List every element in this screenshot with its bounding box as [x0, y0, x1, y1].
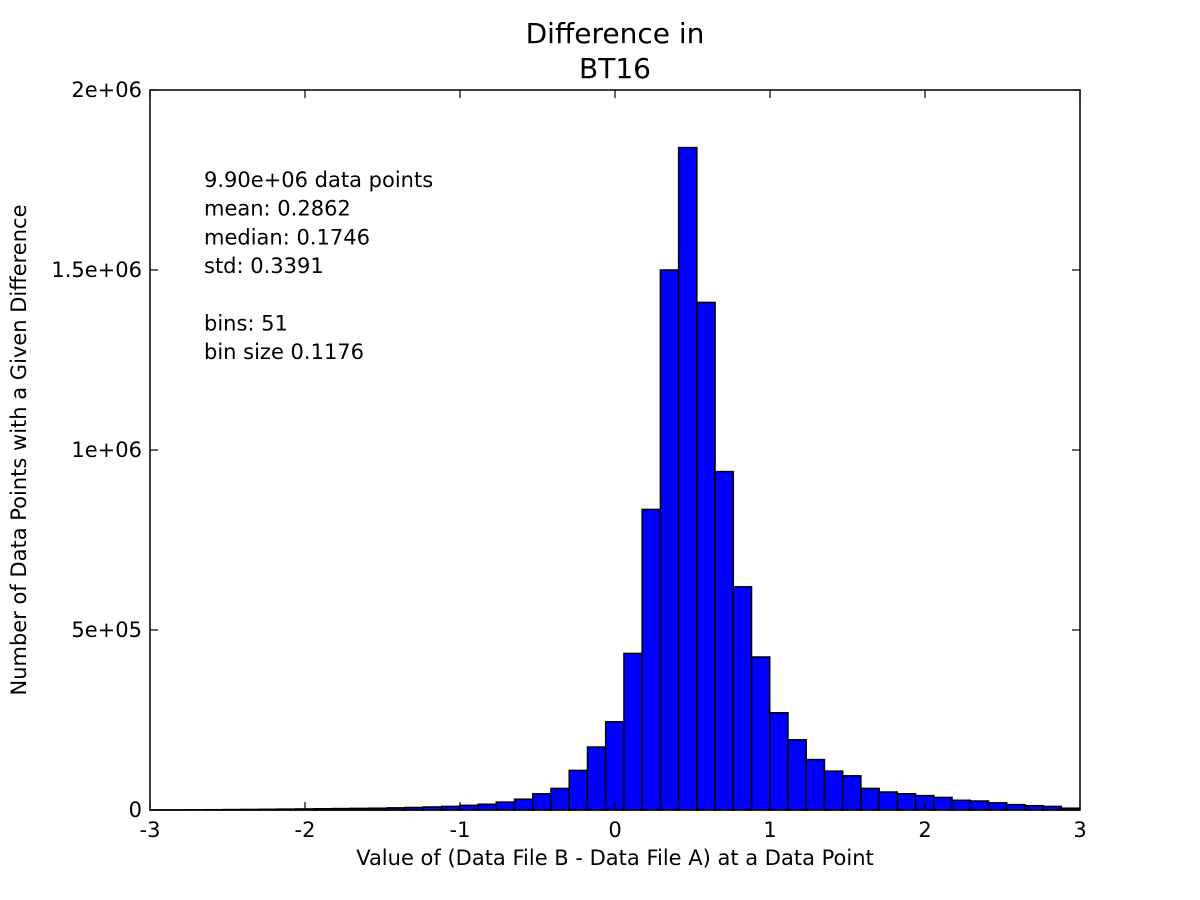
- histogram-bar: [495, 801, 516, 811]
- histogram-bar: [787, 739, 807, 811]
- y-tick-label: 1.5e+06: [51, 258, 142, 282]
- histogram-bar: [878, 791, 899, 811]
- stats-median: median: 0.1746: [204, 225, 370, 249]
- histogram-bar: [805, 758, 826, 811]
- histogram-bar: [477, 803, 498, 811]
- plot-frame: [149, 89, 1081, 811]
- stats-bins: bins: 51: [204, 312, 288, 336]
- histogram-bar: [677, 146, 698, 811]
- histogram-bar: [732, 586, 753, 811]
- y-tick-label: 1e+06: [71, 438, 142, 462]
- histogram-bar: [951, 799, 972, 811]
- histogram-bar: [513, 798, 534, 811]
- chart-title-line-2: BT16: [579, 52, 651, 85]
- histogram-bar: [641, 508, 662, 811]
- histogram-bar: [823, 770, 844, 811]
- histogram-bar: [623, 652, 643, 811]
- histogram-bar: [568, 769, 589, 811]
- y-tick-label: 0: [129, 798, 142, 822]
- histogram-bar: [659, 269, 680, 811]
- chart-title-line-1: Difference in: [526, 17, 705, 50]
- histogram-bar: [550, 787, 570, 811]
- histogram-bar: [896, 793, 917, 811]
- histogram-bar: [769, 712, 789, 811]
- histogram-bar: [860, 787, 880, 811]
- y-axis-label: Number of Data Points with a Given Diffe…: [7, 205, 31, 696]
- x-tick-label: -3: [140, 818, 161, 842]
- histogram-bar: [987, 802, 1008, 811]
- stats-count: 9.90e+06 data points: [204, 168, 433, 192]
- histogram-bar: [586, 746, 607, 811]
- histogram-bar: [933, 796, 953, 811]
- stats-bin-size: bin size 0.1176: [204, 340, 364, 364]
- histogram-bars: [149, 146, 1081, 811]
- x-tick-label: 1: [763, 818, 776, 842]
- histogram-bar: [750, 656, 771, 811]
- x-axis-label: Value of (Data File B - Data File A) at …: [356, 846, 874, 870]
- histogram-bar: [532, 793, 552, 811]
- stats-mean: mean: 0.2862: [204, 197, 351, 221]
- x-tick-label: -1: [450, 818, 471, 842]
- x-tick-label: -2: [295, 818, 316, 842]
- x-tick-label: 3: [1073, 818, 1086, 842]
- histogram-bar: [841, 775, 862, 811]
- stats-annotation: 9.90e+06 data points mean: 0.2862 median…: [204, 168, 440, 364]
- histogram-bar: [1005, 803, 1026, 811]
- histogram-bar: [604, 721, 625, 811]
- y-tick-label: 2e+06: [71, 78, 142, 102]
- histogram-bar: [714, 470, 735, 811]
- tick-labels: -3 -2 -1 0 1 2 3 0 5e+05 1e+06 1.5e+06 2e+06: [51, 78, 1086, 842]
- y-tick-label: 5e+05: [71, 618, 142, 642]
- histogram-bar: [696, 301, 716, 811]
- x-tick-label: 2: [918, 818, 931, 842]
- stats-std: std: 0.3391: [204, 254, 324, 278]
- histogram-bar: [969, 800, 990, 811]
- x-tick-label: 0: [608, 818, 621, 842]
